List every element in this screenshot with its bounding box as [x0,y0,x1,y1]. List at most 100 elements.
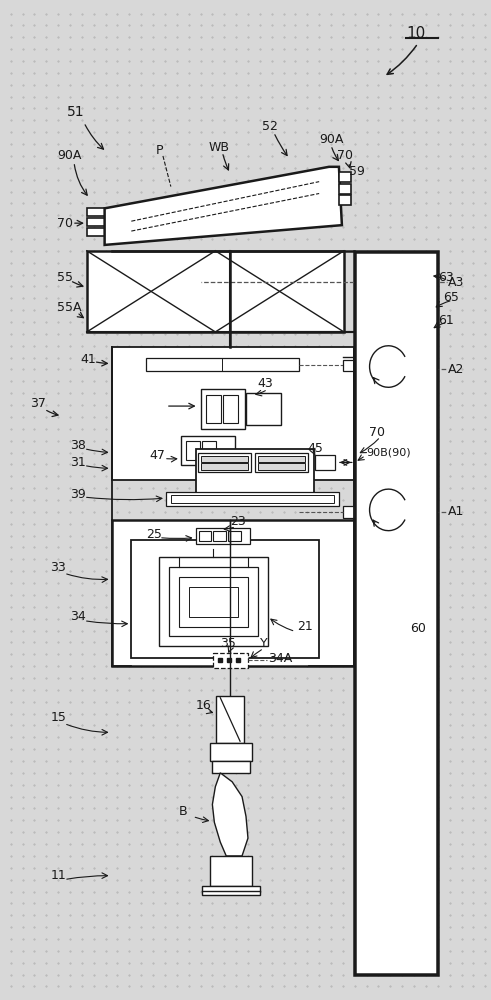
Bar [228,531,241,541]
Bar [339,172,351,182]
Bar [217,696,244,743]
Bar [214,653,248,668]
Bar [258,456,305,462]
Text: 35: 35 [220,637,236,650]
Text: 63: 63 [438,271,454,284]
Bar [339,184,351,194]
Bar [87,208,105,216]
Text: 47: 47 [149,449,165,462]
Bar [379,328,391,338]
Bar [315,455,335,470]
Bar [410,315,423,325]
Bar [202,886,260,895]
Bar [159,557,268,646]
Text: 43: 43 [258,377,273,390]
Text: 15: 15 [50,711,66,724]
Bar [211,743,252,761]
Text: 41: 41 [80,353,96,366]
Text: 59: 59 [349,165,365,178]
Bar [198,531,212,541]
Text: 55: 55 [57,271,73,284]
Bar [181,436,235,465]
Bar [171,495,334,503]
Bar [363,328,376,338]
Text: 90B(90): 90B(90) [367,448,411,458]
Bar [169,567,258,636]
Text: A1: A1 [448,505,464,518]
Text: 52: 52 [262,120,278,133]
Bar [394,315,407,325]
Bar [131,540,319,658]
Bar [200,463,248,470]
Text: 39: 39 [70,488,86,501]
Text: 21: 21 [298,620,313,633]
Bar [206,395,221,423]
Bar [111,347,354,480]
Text: 61: 61 [438,314,454,327]
Bar [197,453,251,472]
Text: B: B [179,805,188,818]
Bar [255,453,308,472]
Bar [379,315,391,325]
Text: 45: 45 [307,442,323,455]
Bar [211,856,252,886]
Text: A2: A2 [448,363,464,376]
Bar [111,520,354,666]
Text: 23: 23 [230,515,246,528]
Text: 25: 25 [146,528,162,541]
Text: 55A: 55A [57,301,82,314]
Bar [339,195,351,205]
Bar [87,228,105,236]
Bar [343,506,357,518]
Bar [246,393,280,425]
Bar [343,360,357,371]
Text: A3: A3 [448,276,464,289]
Text: WB: WB [208,141,229,154]
Bar [410,328,423,338]
Text: 38: 38 [70,439,86,452]
Bar [363,302,376,312]
Text: 70: 70 [337,149,353,162]
Bar [379,302,391,312]
Bar [166,492,339,506]
Text: 90A: 90A [319,133,344,146]
Bar [363,315,376,325]
Text: 51: 51 [67,105,84,119]
Text: 34A: 34A [268,652,292,665]
Bar [410,302,423,312]
Bar [146,358,300,371]
Text: 65: 65 [443,291,459,304]
Text: 37: 37 [30,397,46,410]
Bar [258,463,305,470]
Text: 31: 31 [70,456,86,469]
Bar [394,328,407,338]
Bar [87,251,344,332]
Bar [179,577,248,627]
Text: 10: 10 [406,26,425,41]
Polygon shape [105,167,342,245]
Text: 11: 11 [50,869,66,882]
Text: 70: 70 [369,426,384,439]
Bar [87,218,105,226]
Text: 16: 16 [195,699,211,712]
Bar [189,587,238,617]
Text: Y: Y [260,637,268,650]
Polygon shape [213,773,248,856]
Bar [213,761,250,773]
Bar [195,449,314,503]
Text: 60: 60 [410,622,426,635]
Bar [359,261,433,360]
Bar [223,395,238,423]
Text: P: P [156,144,164,157]
Bar [200,389,245,429]
Text: 33: 33 [50,561,66,574]
Bar [394,302,407,312]
Bar [205,465,223,475]
Bar [361,265,428,296]
Bar [355,252,437,974]
Text: 70: 70 [57,217,73,230]
Bar [195,528,250,544]
Bar [354,251,438,975]
Bar [186,441,199,460]
Text: 34: 34 [70,610,86,623]
